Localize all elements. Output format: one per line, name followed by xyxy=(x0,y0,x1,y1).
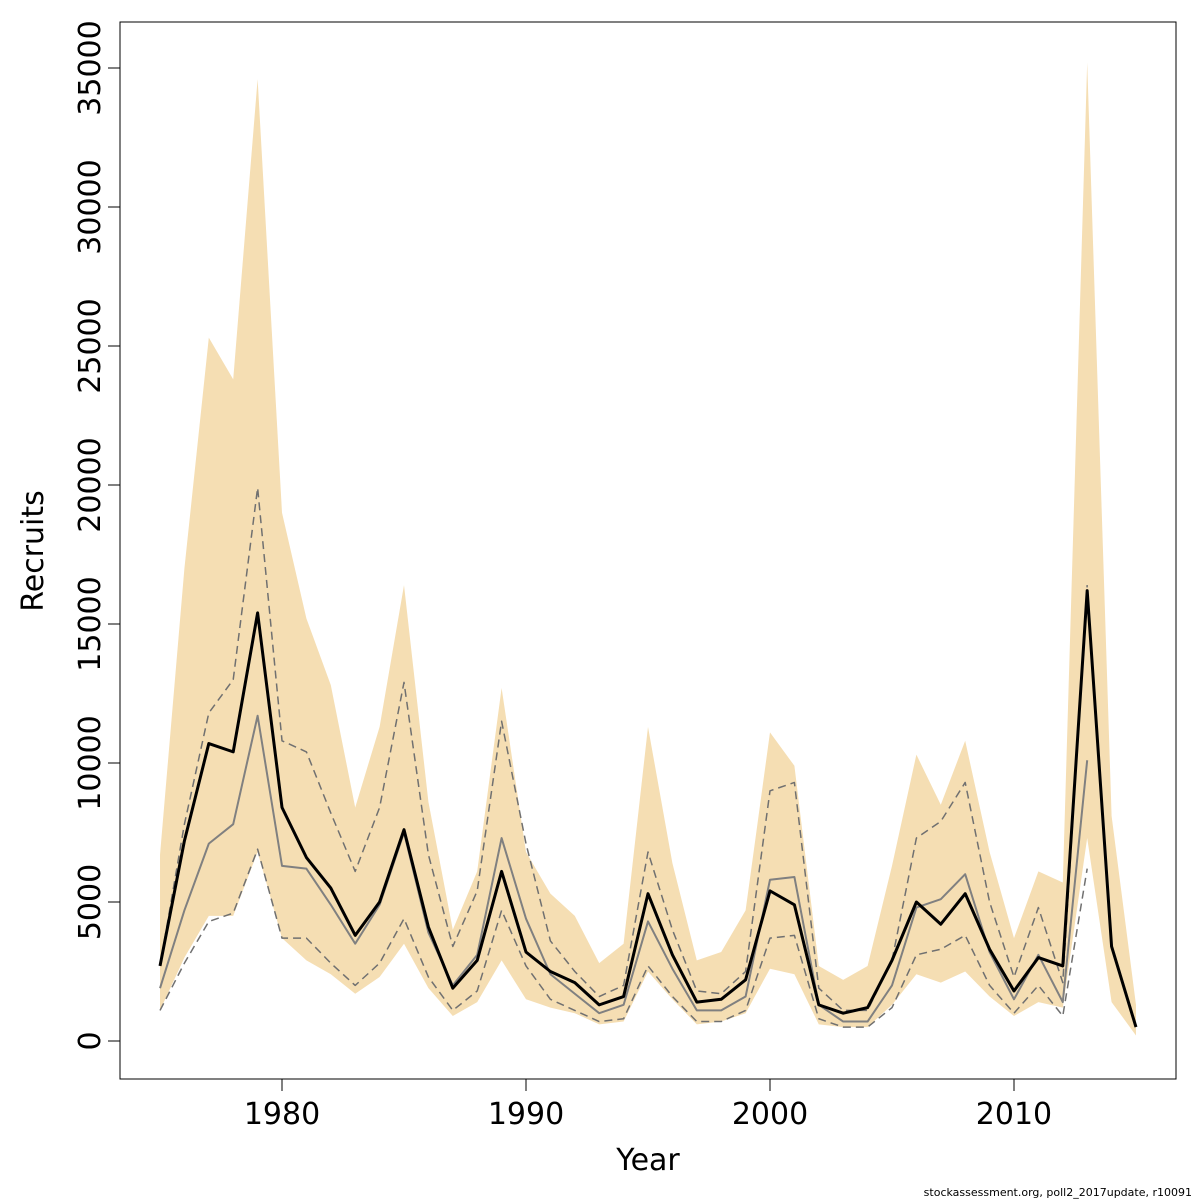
x-tick-label: 1980 xyxy=(244,1097,320,1132)
x-tick-label: 2000 xyxy=(732,1097,808,1132)
y-tick-label: 25000 xyxy=(73,298,108,393)
series-line xyxy=(158,589,1138,1028)
x-tick-label: 1990 xyxy=(488,1097,564,1132)
y-tick-label: 0 xyxy=(73,1031,108,1050)
series-line xyxy=(159,848,1088,1028)
x-tick-label: 2010 xyxy=(976,1097,1052,1132)
y-tick-label: 35000 xyxy=(73,20,108,115)
y-tick-label: 20000 xyxy=(73,437,108,532)
x-axis-label: Year xyxy=(615,1143,680,1178)
footer: stockassessment.org, poll2_2017update, r… xyxy=(924,1186,1192,1199)
y-tick-label: 10000 xyxy=(73,715,108,810)
confidence-band xyxy=(160,62,1136,1036)
y-axis-label: Recruits xyxy=(16,490,51,612)
y-tick-label: 15000 xyxy=(73,576,108,671)
series-line xyxy=(159,714,1089,1023)
series-line xyxy=(159,487,1088,1012)
y-tick-label: 30000 xyxy=(73,159,108,254)
y-tick-label: 5000 xyxy=(73,864,108,940)
